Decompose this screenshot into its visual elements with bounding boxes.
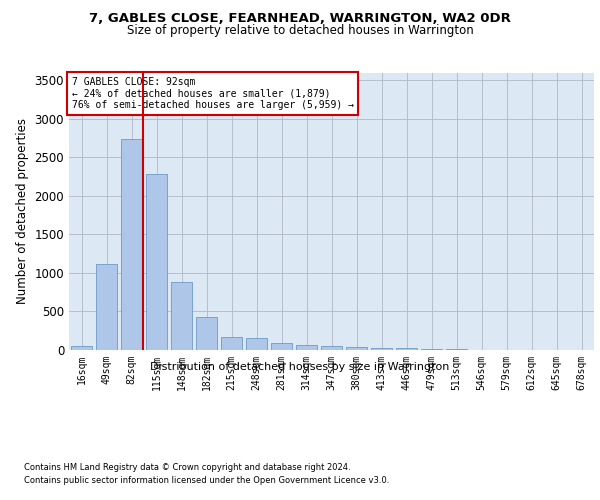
Bar — [371, 348, 392, 350]
Text: 7 GABLES CLOSE: 92sqm
← 24% of detached houses are smaller (1,879)
76% of semi-d: 7 GABLES CLOSE: 92sqm ← 24% of detached … — [71, 76, 353, 110]
Bar — [396, 348, 417, 350]
Text: Contains public sector information licensed under the Open Government Licence v3: Contains public sector information licen… — [24, 476, 389, 485]
Bar — [121, 139, 142, 350]
Bar — [171, 282, 192, 350]
Bar — [246, 338, 267, 350]
Bar — [321, 346, 342, 350]
Bar — [146, 174, 167, 350]
Bar — [421, 349, 442, 350]
Bar — [296, 345, 317, 350]
Bar — [446, 349, 467, 350]
Text: Contains HM Land Registry data © Crown copyright and database right 2024.: Contains HM Land Registry data © Crown c… — [24, 462, 350, 471]
Y-axis label: Number of detached properties: Number of detached properties — [16, 118, 29, 304]
Bar — [346, 346, 367, 350]
Text: Distribution of detached houses by size in Warrington: Distribution of detached houses by size … — [151, 362, 449, 372]
Bar — [221, 336, 242, 350]
Bar — [96, 264, 117, 350]
Bar — [196, 317, 217, 350]
Text: Size of property relative to detached houses in Warrington: Size of property relative to detached ho… — [127, 24, 473, 37]
Text: 7, GABLES CLOSE, FEARNHEAD, WARRINGTON, WA2 0DR: 7, GABLES CLOSE, FEARNHEAD, WARRINGTON, … — [89, 12, 511, 26]
Bar — [71, 346, 92, 350]
Bar — [271, 343, 292, 350]
